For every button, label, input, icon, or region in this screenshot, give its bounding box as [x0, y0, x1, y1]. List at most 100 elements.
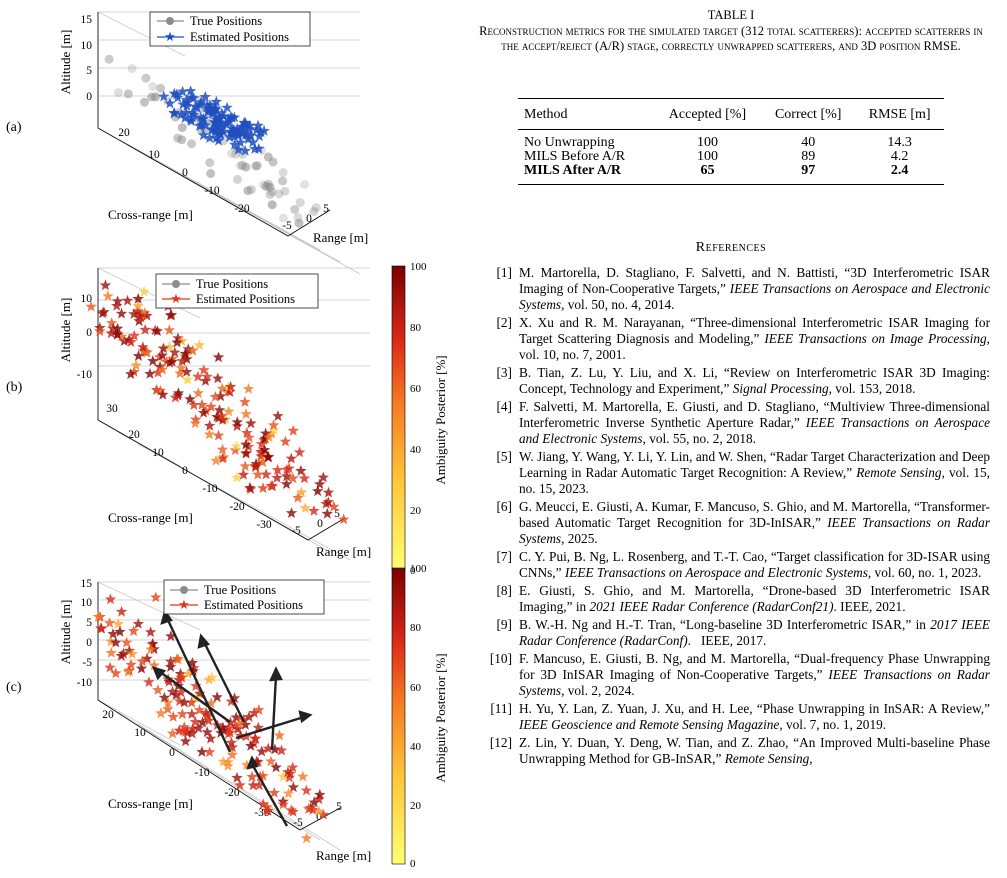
estimated-position-point — [186, 727, 198, 739]
estimated-position-point — [145, 643, 157, 655]
estimated-position-point — [157, 388, 169, 400]
estimated-position-point — [211, 410, 223, 422]
panel-a-xtick: -20 — [234, 203, 250, 215]
panel-b-xlabel: Cross-range [m] — [108, 510, 193, 525]
estimated-position-point — [200, 706, 212, 718]
estimated-position-point — [139, 307, 151, 318]
true-position-point — [265, 182, 274, 192]
estimated-position-point — [225, 110, 237, 122]
true-position-point — [114, 88, 123, 98]
estimated-position-point — [280, 478, 293, 489]
panel-c-ytick: 15 — [81, 578, 93, 590]
estimated-position-point — [285, 507, 298, 518]
header-rmse: RMSE [m] — [868, 107, 931, 122]
estimated-position-point — [244, 129, 257, 141]
estimated-position-point — [245, 417, 257, 429]
estimated-position-point — [156, 363, 169, 375]
estimated-position-point — [193, 339, 206, 351]
estimated-position-point — [299, 502, 311, 513]
estimated-position-point — [239, 144, 251, 156]
panel-c-rtick: 5 — [336, 801, 342, 813]
estimated-position-point — [228, 138, 241, 150]
estimated-position-point — [166, 355, 178, 367]
cell-method: No Unwrapping — [524, 135, 615, 150]
estimated-position-point — [308, 505, 320, 516]
header-method: Method — [524, 107, 568, 122]
estimated-position-point — [141, 309, 153, 321]
panel-b-ytick: 10 — [81, 293, 93, 305]
estimated-position-point — [200, 404, 212, 416]
estimated-position-point — [240, 438, 252, 450]
results-table: Method Accepted [%] Correct [%] RMSE [m]… — [518, 98, 944, 185]
panel-b-xtick: -20 — [229, 501, 245, 513]
estimated-position-point — [111, 322, 124, 334]
reference-item: [5] W. Jiang, Y. Wang, Y. Li, Y. Lin, and… — [474, 449, 990, 497]
true-position-point — [104, 54, 114, 64]
estimated-position-point — [206, 671, 218, 683]
estimated-position-point — [189, 716, 201, 727]
estimated-position-point — [162, 696, 174, 708]
estimated-position-point — [110, 636, 122, 648]
estimated-position-point — [126, 648, 138, 659]
estimated-position-point — [184, 85, 197, 96]
panel-b-ytick: -10 — [77, 369, 93, 381]
true-position-point — [156, 83, 166, 93]
estimated-position-point — [136, 655, 148, 667]
estimated-position-point — [253, 704, 265, 715]
panel-c-rlabel: Range [m] — [316, 848, 371, 863]
estimated-position-point — [94, 325, 106, 337]
panel-c-ytick: 5 — [86, 617, 92, 629]
estimated-position-point — [216, 443, 229, 455]
panel-c-ylabel: Altitude [m] — [58, 600, 73, 665]
estimated-position-point — [172, 332, 184, 344]
estimated-position-point — [265, 480, 277, 491]
estimated-position-point — [210, 454, 222, 466]
true-position-point — [279, 213, 288, 223]
panel-b-legend: True Positions ★ Estimated Positions — [155, 273, 319, 309]
estimated-position-point — [194, 687, 206, 699]
estimated-position-point — [99, 279, 112, 291]
estimated-position-point — [249, 460, 262, 471]
true-position-point — [251, 161, 261, 171]
estimated-position-point — [221, 101, 233, 113]
svg-text:60: 60 — [410, 383, 422, 395]
estimated-position-point — [241, 427, 253, 438]
true-position-point — [261, 181, 271, 191]
estimated-position-point — [223, 722, 235, 733]
estimated-position-point — [182, 667, 194, 679]
panel-c-rtick: -5 — [293, 817, 303, 829]
estimated-position-point — [300, 832, 313, 844]
estimated-position-point — [196, 746, 208, 757]
estimated-position-point — [240, 447, 252, 459]
reference-item: [3] B. Tian, Z. Lu, Y. Liu, and X. Li, “R… — [474, 365, 990, 397]
estimated-position-point — [271, 464, 284, 475]
reference-number: [3] — [496, 365, 512, 380]
panel-a-legend: True Positions ★ Estimated Positions — [149, 11, 311, 47]
svg-text:★: ★ — [170, 291, 182, 306]
estimated-position-point — [217, 414, 229, 425]
estimated-position-point — [212, 351, 225, 363]
estimated-position-point — [225, 695, 237, 707]
table-caption: Reconstruction metrics for the simulated… — [479, 23, 983, 54]
estimated-position-point — [170, 689, 182, 700]
estimated-position-point — [168, 107, 180, 118]
legend-est-label: Estimated Positions — [204, 598, 303, 612]
estimated-position-point — [188, 399, 200, 410]
reference-item: [4] F. Salvetti, M. Martorella, E. Giusti… — [474, 399, 990, 447]
panel-a-rtick: 0 — [306, 213, 312, 225]
estimated-position-point — [175, 362, 188, 374]
cell-accepted: 100 — [696, 135, 718, 150]
panel-c-cbar-label: Ambiguity Posterior [%] — [433, 653, 448, 782]
estimated-position-point — [176, 85, 189, 97]
legend-est-label: Estimated Positions — [190, 30, 289, 44]
estimated-position-point — [250, 755, 263, 767]
estimated-position-point — [212, 429, 225, 441]
estimated-position-point — [322, 486, 335, 498]
estimated-position-point — [212, 134, 225, 146]
reference-number: [5] — [496, 449, 512, 464]
estimated-position-point — [210, 132, 223, 144]
svg-text:★: ★ — [178, 597, 190, 612]
header-correct: Correct [%] — [774, 107, 842, 122]
true-position-point — [294, 218, 304, 228]
estimated-position-point — [139, 323, 151, 335]
